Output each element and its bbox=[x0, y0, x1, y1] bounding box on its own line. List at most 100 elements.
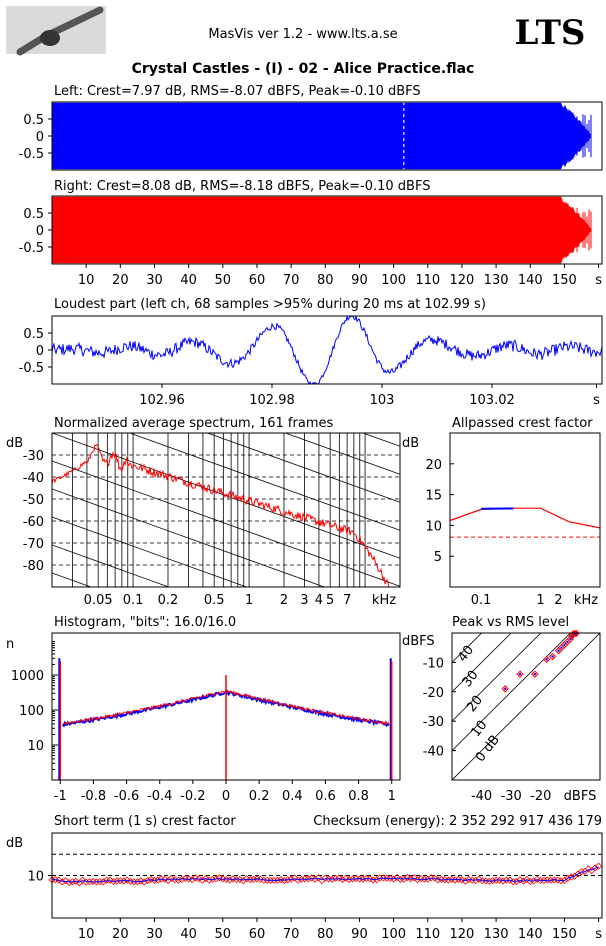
x-tick-label: 0.1 bbox=[471, 593, 492, 608]
x-tick-label: 1 bbox=[388, 789, 396, 804]
crest-point bbox=[342, 874, 350, 882]
crest-point bbox=[431, 874, 439, 882]
x-tick-label: s bbox=[595, 927, 602, 942]
x-tick-label: 30 bbox=[146, 273, 163, 288]
crest-point bbox=[273, 876, 282, 884]
peak-rms-point bbox=[516, 670, 524, 678]
x-axis-label: dBFS bbox=[564, 789, 597, 804]
plot-frame bbox=[449, 432, 601, 588]
x-tick-label: 80 bbox=[317, 273, 334, 288]
crest-point bbox=[123, 876, 131, 884]
y-tick-label: 10 bbox=[425, 519, 442, 534]
short-crest-ylabel: dB bbox=[6, 836, 23, 851]
x-tick-label: 40 bbox=[180, 927, 197, 942]
y-tick-label: -30 bbox=[423, 715, 444, 730]
right-waveform-title: Right: Crest=8.08 dB, RMS=-8.18 dBFS, Pe… bbox=[54, 179, 430, 194]
x-tick-label: 110 bbox=[415, 927, 440, 942]
y-tick-label: 10 bbox=[27, 739, 44, 754]
crest-point bbox=[92, 878, 100, 886]
slope-line bbox=[52, 488, 326, 587]
short-crest-title: Short term (1 s) crest factor bbox=[54, 814, 236, 829]
slope-line bbox=[52, 516, 248, 587]
y-tick-label: 1000 bbox=[11, 669, 44, 684]
crest-point bbox=[68, 878, 77, 886]
x-tick-label: 0.05 bbox=[84, 593, 113, 608]
x-tick-label: 80 bbox=[317, 927, 334, 942]
histogram-ylabel: n bbox=[6, 637, 14, 652]
x-tick-label: 150 bbox=[552, 273, 577, 288]
peak-rms-point-left bbox=[504, 687, 507, 691]
x-tick-label: -0.4 bbox=[147, 789, 172, 804]
peak-rms-point-left bbox=[563, 643, 566, 646]
app-title: MasVis ver 1.2 - www.lts.a.se bbox=[208, 27, 397, 42]
loudest-part-line bbox=[51, 314, 603, 386]
x-tick-label: 60 bbox=[249, 273, 266, 288]
x-tick-label: 3 bbox=[300, 593, 308, 608]
crest-point bbox=[376, 874, 384, 882]
crest-point bbox=[335, 874, 343, 882]
x-tick-label: 102.98 bbox=[249, 393, 295, 408]
track-title: Crystal Castles - (I) - 02 - Alice Pract… bbox=[132, 61, 475, 77]
left-waveform-title: Left: Crest=7.97 dB, RMS=-8.07 dBFS, Pea… bbox=[54, 84, 421, 99]
x-tick-label: 60 bbox=[249, 927, 266, 942]
peak-rms-point-left bbox=[566, 640, 569, 644]
y-tick-label: -50 bbox=[23, 493, 44, 508]
crest-point bbox=[164, 876, 172, 885]
crest-point bbox=[403, 873, 411, 882]
spectrum-ylabel: dB bbox=[6, 436, 23, 451]
crest-point bbox=[506, 876, 514, 884]
crest-point bbox=[489, 877, 497, 885]
crest-point bbox=[591, 864, 599, 872]
x-tick-label: -40 bbox=[471, 789, 492, 804]
x-tick-label: -0.6 bbox=[114, 789, 139, 804]
right-waveform-panel: 0.5 0 -0.5 10 20 30 40 50 60 70 80 90 100 110 120 130 14… bbox=[19, 195, 603, 288]
slope-line bbox=[52, 460, 400, 587]
y-tick-label: 10 bbox=[27, 870, 44, 885]
x-tick-label: 70 bbox=[283, 927, 300, 942]
lts-logo: LTS bbox=[515, 13, 586, 53]
y-tick-label: -70 bbox=[23, 537, 44, 552]
y-tick-label: 0.5 bbox=[23, 327, 44, 342]
x-tick-label: 0.2 bbox=[158, 593, 179, 608]
x-tick-label: 100 bbox=[381, 273, 406, 288]
peak-rms-point bbox=[501, 685, 509, 693]
crest-point bbox=[417, 874, 425, 883]
x-tick-label: 100 bbox=[381, 927, 406, 942]
x-tick-label: 120 bbox=[450, 927, 475, 942]
spectrum-title: Normalized average spectrum, 161 frames bbox=[54, 416, 333, 431]
crest-point bbox=[451, 876, 459, 884]
left-waveform-panel: 0.5 0 -0.5 bbox=[19, 101, 603, 171]
x-tick-label: 10 bbox=[78, 927, 95, 942]
crest-point bbox=[513, 877, 521, 886]
crest-point bbox=[390, 875, 398, 883]
crest-point bbox=[519, 877, 527, 885]
x-tick-label: 90 bbox=[351, 927, 368, 942]
x-tick-label: 0.8 bbox=[348, 789, 369, 804]
crest-point bbox=[195, 875, 203, 883]
x-tick-label: 40 bbox=[180, 273, 197, 288]
crest-point bbox=[62, 877, 70, 885]
allpass-curve bbox=[449, 507, 601, 529]
crest-point bbox=[547, 876, 555, 884]
x-tick-label: 0.4 bbox=[282, 789, 303, 804]
y-tick-label: 0 bbox=[36, 344, 44, 359]
peak-rms-point-left bbox=[560, 646, 563, 649]
x-tick-label: 50 bbox=[215, 927, 232, 942]
crest-point bbox=[424, 875, 432, 883]
crest-point bbox=[530, 877, 538, 885]
crest-point bbox=[543, 876, 551, 884]
crest-point bbox=[366, 875, 374, 883]
loudest-part-title: Loudest part (left ch, 68 samples >95% d… bbox=[54, 297, 486, 312]
crest-point bbox=[174, 876, 182, 884]
y-tick-label: -0.5 bbox=[19, 241, 44, 256]
crest-point bbox=[444, 876, 452, 884]
x-tick-label: -0.2 bbox=[180, 789, 205, 804]
y-tick-label: -80 bbox=[23, 559, 44, 574]
y-tick-label: 0.5 bbox=[23, 113, 44, 128]
crest-point bbox=[461, 877, 469, 885]
crest-point bbox=[202, 875, 210, 883]
y-tick-label: -0.5 bbox=[19, 361, 44, 376]
crest-point bbox=[89, 877, 97, 885]
x-tick-label: 20 bbox=[112, 273, 129, 288]
